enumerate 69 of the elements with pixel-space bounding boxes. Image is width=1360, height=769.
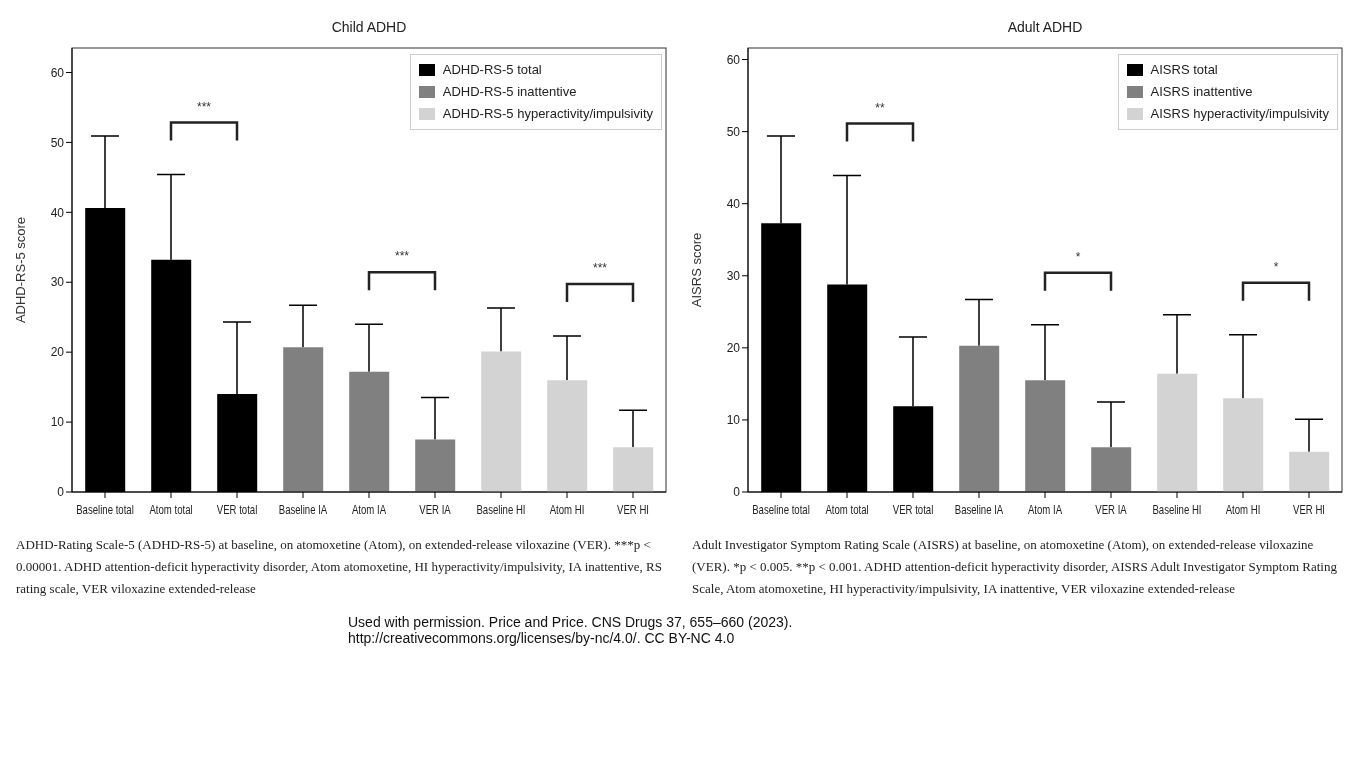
x-tick-label: Baseline total: [752, 502, 810, 517]
bar: [283, 347, 324, 492]
y-tick-label: 40: [50, 205, 65, 220]
annotation: ***: [592, 261, 608, 276]
y-tick-label: 10: [50, 415, 65, 430]
bar: [1289, 451, 1330, 492]
significance-bracket: *: [1241, 259, 1311, 301]
x-tick-label: VER total: [216, 502, 258, 517]
x-tick-label: Baseline IA: [278, 502, 328, 517]
significance-bracket: *: [1043, 249, 1113, 291]
legend-label: ADHD-RS-5 hyperactivity/impulsivity: [442, 105, 653, 123]
x-tick-label: Atom IA: [1027, 502, 1063, 517]
y-tick-label: 0: [57, 485, 65, 500]
x-tick-label: Baseline total: [76, 502, 134, 517]
bar: [349, 371, 390, 492]
bar: [613, 447, 654, 492]
y-tick-label: 30: [726, 269, 741, 284]
y-tick-label: 20: [726, 341, 741, 356]
legend-label: AISRS total: [1150, 61, 1218, 79]
y-tick-label: 50: [726, 124, 741, 139]
y-tick-label: 40: [726, 196, 741, 211]
y-tick-label: 20: [50, 345, 65, 360]
x-tick-label: VER HI: [1293, 502, 1325, 517]
significance-bracket: ***: [565, 261, 635, 303]
x-tick-label: Baseline IA: [954, 502, 1004, 517]
bar: [1223, 398, 1264, 492]
legend-label: ADHD-RS-5 total: [442, 61, 542, 79]
annotation: **: [875, 100, 885, 115]
y-tick-label: 60: [50, 65, 65, 80]
x-tick-label: Atom HI: [549, 502, 585, 517]
bar: [1025, 380, 1066, 492]
annotation: ***: [196, 99, 212, 114]
y-axis-title: ADHD-RS-5 score: [12, 216, 28, 324]
y-tick-label: 10: [726, 413, 741, 428]
x-tick-label: Atom total: [149, 502, 193, 517]
x-tick-label: Baseline HI: [476, 502, 526, 517]
x-tick-label: VER total: [892, 502, 934, 517]
annotation: ***: [394, 249, 410, 264]
chart-title: Child ADHD: [331, 19, 407, 35]
x-tick-label: VER IA: [419, 502, 452, 517]
bar: [547, 380, 588, 492]
bar: [481, 351, 522, 492]
significance-bracket: ***: [169, 99, 239, 141]
y-tick-label: 60: [726, 52, 741, 67]
x-tick-label: Atom HI: [1225, 502, 1261, 517]
bar: [1091, 447, 1132, 492]
significance-bracket: **: [845, 100, 915, 142]
bar: [1157, 373, 1198, 492]
annotation: *: [1075, 249, 1081, 264]
text: Used with permission. Price and Price. CNS Drugs 37, 655–660 (2023). http://creativecommons.org/licenses/by-nc/4.0/. CC BY-NC 4.0: [348, 614, 794, 646]
annotation: *: [1273, 259, 1279, 274]
bar: [415, 439, 456, 492]
bar: [959, 345, 1000, 492]
x-tick-label: Atom total: [825, 502, 869, 517]
legend-label: AISRS hyperactivity/impulsivity: [1150, 105, 1329, 123]
y-tick-label: 0: [733, 485, 741, 500]
x-tick-label: VER IA: [1095, 502, 1128, 517]
x-tick-label: VER HI: [617, 502, 649, 517]
y-tick-label: 50: [50, 135, 65, 150]
y-tick-label: 30: [50, 275, 65, 290]
x-tick-label: Baseline HI: [1152, 502, 1202, 517]
x-tick-label: Atom IA: [351, 502, 387, 517]
y-axis-title: AISRS score: [688, 232, 704, 308]
text: ADHD-Rating Scale-5 (ADHD-RS-5) at baseline, on atomoxetine (Atom), on extended-release viloxazine (VER). ***p < 0.00001. ADHD attention-deficit hyperactivity disorder, Atom atomoxetine, HI hyperactivity/impulsivity, IA inattentive, RS rating scale, VER viloxazine extended-release: [15, 536, 663, 598]
text: Adult Investigator Symptom Rating Scale (AISRS) at baseline, on atomoxetine (Atom), on extended-release viloxazine (VER). *p < 0.005. **p < 0.001. ADHD attention-deficit hyperactivity disorder, AISRS Adult Investigator Symptom Rating Scale, Atom atomoxetine, HI hyperactivity/impulsivity, IA inattentive, VER viloxazine extended-release: [691, 536, 1338, 598]
significance-bracket: ***: [367, 249, 437, 291]
legend-label: ADHD-RS-5 inattentive: [442, 83, 577, 101]
legend-label: AISRS inattentive: [1150, 83, 1253, 101]
chart-title: Adult ADHD: [1007, 19, 1083, 35]
